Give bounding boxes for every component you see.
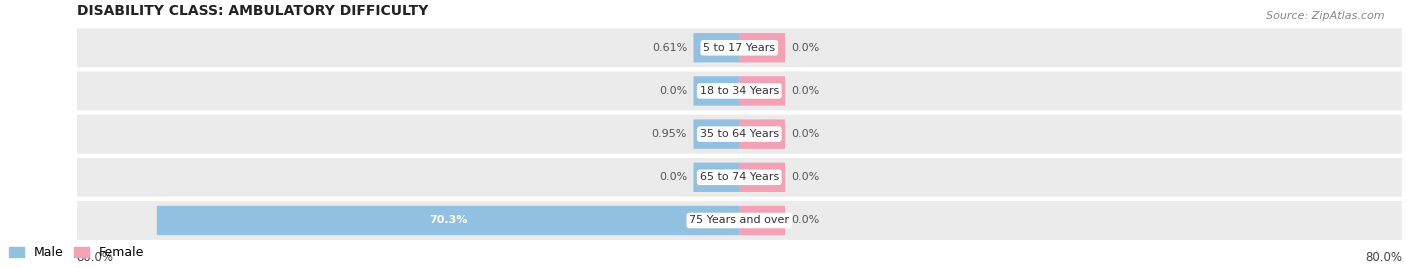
FancyBboxPatch shape bbox=[740, 120, 785, 149]
FancyBboxPatch shape bbox=[740, 206, 785, 235]
FancyBboxPatch shape bbox=[77, 72, 1402, 110]
Text: 80.0%: 80.0% bbox=[1365, 251, 1402, 264]
Text: 0.0%: 0.0% bbox=[659, 86, 688, 96]
Text: 70.3%: 70.3% bbox=[429, 215, 467, 225]
Text: 35 to 64 Years: 35 to 64 Years bbox=[700, 129, 779, 139]
Text: 0.95%: 0.95% bbox=[652, 129, 688, 139]
FancyBboxPatch shape bbox=[157, 206, 740, 235]
Legend: Male, Female: Male, Female bbox=[4, 241, 149, 264]
FancyBboxPatch shape bbox=[693, 33, 740, 62]
Text: 0.0%: 0.0% bbox=[659, 172, 688, 182]
FancyBboxPatch shape bbox=[740, 163, 785, 192]
Text: DISABILITY CLASS: AMBULATORY DIFFICULTY: DISABILITY CLASS: AMBULATORY DIFFICULTY bbox=[77, 4, 427, 18]
Text: 80.0%: 80.0% bbox=[77, 251, 114, 264]
FancyBboxPatch shape bbox=[77, 28, 1402, 67]
Text: 0.0%: 0.0% bbox=[792, 43, 820, 53]
FancyBboxPatch shape bbox=[693, 163, 740, 192]
FancyBboxPatch shape bbox=[740, 33, 785, 62]
Text: 18 to 34 Years: 18 to 34 Years bbox=[700, 86, 779, 96]
Text: 65 to 74 Years: 65 to 74 Years bbox=[700, 172, 779, 182]
FancyBboxPatch shape bbox=[77, 115, 1402, 154]
Text: 0.0%: 0.0% bbox=[792, 215, 820, 225]
FancyBboxPatch shape bbox=[77, 158, 1402, 197]
FancyBboxPatch shape bbox=[77, 201, 1402, 240]
FancyBboxPatch shape bbox=[740, 76, 785, 106]
Text: Source: ZipAtlas.com: Source: ZipAtlas.com bbox=[1267, 11, 1385, 21]
Text: 0.0%: 0.0% bbox=[792, 172, 820, 182]
Text: 0.0%: 0.0% bbox=[792, 86, 820, 96]
Text: 75 Years and over: 75 Years and over bbox=[689, 215, 789, 225]
Text: 0.0%: 0.0% bbox=[792, 129, 820, 139]
FancyBboxPatch shape bbox=[693, 76, 740, 106]
Text: 5 to 17 Years: 5 to 17 Years bbox=[703, 43, 775, 53]
FancyBboxPatch shape bbox=[693, 120, 740, 149]
Text: 0.61%: 0.61% bbox=[652, 43, 688, 53]
